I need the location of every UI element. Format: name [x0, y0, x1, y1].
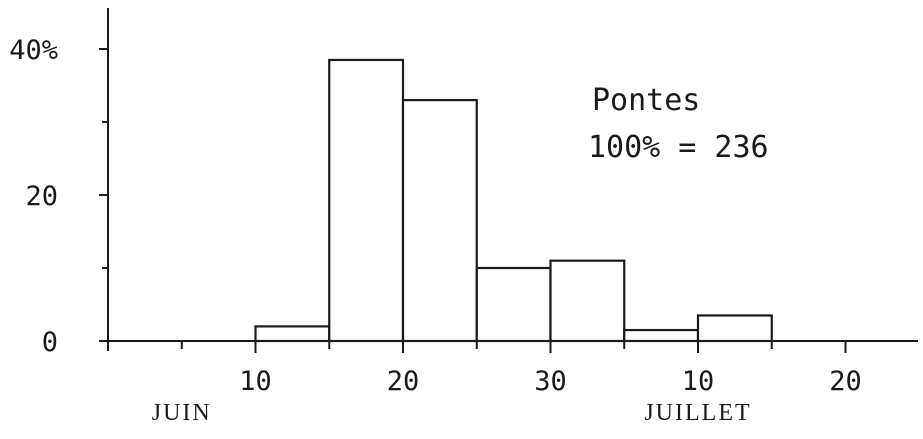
x-tick-label-2: 20: [387, 366, 420, 397]
annotation-total: 100% = 236: [588, 130, 769, 165]
histogram-bar-7: [696, 314, 773, 343]
y-tick-label-3: 0: [42, 327, 58, 358]
x-tick-label-5: 20: [829, 366, 862, 397]
histogram-bar-5: [549, 259, 626, 343]
annotation-pontes: Pontes: [592, 83, 700, 118]
histogram-bar-1: [254, 325, 331, 343]
y-tick-label-2: 20: [25, 181, 58, 212]
y-tick-label-1: 40%: [9, 35, 58, 66]
ticks-layer: [99, 48, 847, 353]
labels-layer: 40% 20 0 10 20 30 10 20 JUIN JUILLET: [9, 35, 862, 426]
histogram-bar-3: [401, 98, 478, 343]
histogram-bar-6: [623, 328, 700, 343]
x-tick-label-4: 10: [682, 366, 715, 397]
x-tick-label-1: 10: [239, 366, 272, 397]
bars-layer: [254, 58, 773, 343]
month-label-2: JUILLET: [644, 400, 751, 426]
histogram-bar-4: [475, 266, 552, 343]
x-tick-label-3: 30: [534, 366, 567, 397]
histogram-bar-2: [328, 58, 405, 343]
month-label-1: JUIN: [152, 400, 212, 426]
